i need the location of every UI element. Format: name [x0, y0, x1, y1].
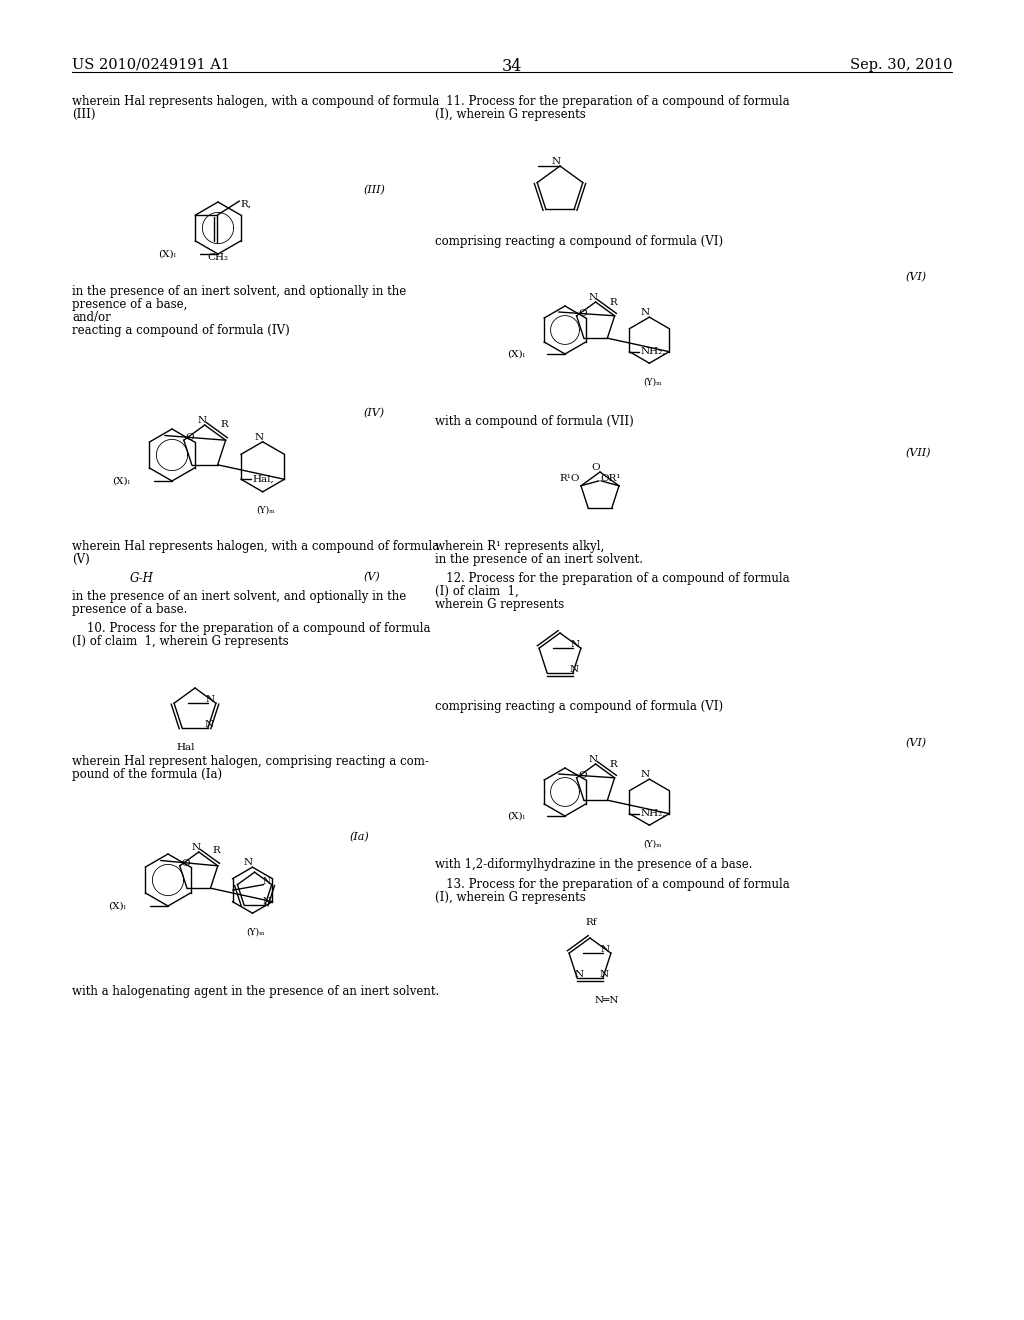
Text: in the presence of an inert solvent, and optionally in the: in the presence of an inert solvent, and… [72, 285, 407, 298]
Text: (Y)ₘ: (Y)ₘ [643, 840, 662, 849]
Text: (VI): (VI) [905, 272, 926, 282]
Text: Sep. 30, 2010: Sep. 30, 2010 [850, 58, 952, 73]
Text: (VI): (VI) [905, 738, 926, 748]
Text: Hal: Hal [176, 743, 195, 752]
Text: (X)ₗ: (X)ₗ [112, 477, 130, 486]
Text: N: N [571, 640, 580, 649]
Text: presence of a base,: presence of a base, [72, 298, 187, 312]
Text: 34: 34 [502, 58, 522, 75]
Text: R: R [213, 846, 220, 855]
Text: R: R [220, 420, 228, 429]
Text: N: N [263, 876, 270, 886]
Text: N: N [206, 696, 215, 704]
Text: N═N: N═N [595, 995, 620, 1005]
Text: N: N [244, 858, 253, 867]
Text: (V): (V) [362, 572, 380, 582]
Text: wherein G represents: wherein G represents [435, 598, 564, 611]
Text: wherein Hal represents halogen, with a compound of formula: wherein Hal represents halogen, with a c… [72, 95, 439, 108]
Text: N: N [641, 308, 650, 317]
Text: (X)ₗ: (X)ₗ [507, 350, 525, 359]
Text: US 2010/0249191 A1: US 2010/0249191 A1 [72, 58, 230, 73]
Text: comprising reacting a compound of formula (VI): comprising reacting a compound of formul… [435, 700, 723, 713]
Text: N: N [198, 416, 206, 425]
Text: O: O [592, 463, 600, 473]
Text: 12. Process for the preparation of a compound of formula: 12. Process for the preparation of a com… [435, 572, 790, 585]
Text: NH₂,: NH₂, [640, 347, 666, 355]
Text: R: R [609, 760, 617, 768]
Text: with 1,2-diformylhydrazine in the presence of a base.: with 1,2-diformylhydrazine in the presen… [435, 858, 753, 871]
Text: R,: R, [241, 201, 252, 209]
Text: pound of the formula (Ia): pound of the formula (Ia) [72, 768, 222, 781]
Text: (IV): (IV) [362, 408, 384, 418]
Text: (V): (V) [72, 553, 90, 566]
Text: (X)ₗ: (X)ₗ [158, 249, 176, 259]
Text: O: O [579, 771, 587, 780]
Text: N: N [570, 665, 579, 673]
Text: presence of a base.: presence of a base. [72, 603, 187, 616]
Text: (Y)ₘ: (Y)ₘ [247, 927, 265, 936]
Text: N: N [205, 719, 214, 729]
Text: Hal,: Hal, [252, 474, 273, 483]
Text: (X)ₗ: (X)ₗ [108, 902, 126, 911]
Text: 11. Process for the preparation of a compound of formula: 11. Process for the preparation of a com… [435, 95, 790, 108]
Text: wherein Hal represents halogen, with a compound of formula: wherein Hal represents halogen, with a c… [72, 540, 439, 553]
Text: N: N [262, 896, 270, 906]
Text: in the presence of an inert solvent.: in the presence of an inert solvent. [435, 553, 643, 566]
Text: R¹O: R¹O [559, 474, 580, 483]
Text: N: N [641, 770, 650, 779]
Text: N: N [601, 945, 610, 954]
Text: 10. Process for the preparation of a compound of formula: 10. Process for the preparation of a com… [72, 622, 430, 635]
Text: (I), wherein G represents: (I), wherein G represents [435, 108, 586, 121]
Text: Rf: Rf [585, 917, 597, 927]
Text: wherein Hal represent halogen, comprising reacting a com-: wherein Hal represent halogen, comprisin… [72, 755, 429, 768]
Text: (I) of claim  1, wherein G represents: (I) of claim 1, wherein G represents [72, 635, 289, 648]
Text: O: O [579, 309, 587, 318]
Text: R: R [609, 298, 617, 306]
Text: N: N [588, 755, 597, 764]
Text: O: O [185, 433, 195, 442]
Text: N: N [588, 293, 597, 302]
Text: (I) of claim  1,: (I) of claim 1, [435, 585, 519, 598]
Text: (III): (III) [72, 108, 95, 121]
Text: (Ia): (Ia) [350, 832, 370, 842]
Text: in the presence of an inert solvent, and optionally in the: in the presence of an inert solvent, and… [72, 590, 407, 603]
Text: (Y)ₘ: (Y)ₘ [643, 378, 662, 387]
Text: CH₂: CH₂ [208, 253, 228, 261]
Text: with a halogenating agent in the presence of an inert solvent.: with a halogenating agent in the presenc… [72, 985, 439, 998]
Text: OR¹: OR¹ [600, 474, 621, 483]
Text: N: N [600, 970, 609, 979]
Text: reacting a compound of formula (IV): reacting a compound of formula (IV) [72, 323, 290, 337]
Text: wherein R¹ represents alkyl,: wherein R¹ represents alkyl, [435, 540, 604, 553]
Text: (III): (III) [362, 185, 385, 195]
Text: 13. Process for the preparation of a compound of formula: 13. Process for the preparation of a com… [435, 878, 790, 891]
Text: (X)ₗ: (X)ₗ [507, 812, 525, 821]
Text: N: N [552, 157, 560, 166]
Text: (VII): (VII) [905, 447, 931, 458]
Text: NH₂,: NH₂, [640, 809, 666, 817]
Text: N: N [254, 433, 263, 442]
Text: O: O [181, 859, 190, 867]
Text: comprising reacting a compound of formula (VI): comprising reacting a compound of formul… [435, 235, 723, 248]
Text: G-H: G-H [130, 572, 154, 585]
Text: (I), wherein G represents: (I), wherein G represents [435, 891, 586, 904]
Text: N: N [191, 843, 201, 851]
Text: and/or: and/or [72, 312, 111, 323]
Text: with a compound of formula (VII): with a compound of formula (VII) [435, 414, 634, 428]
Text: (Y)ₘ: (Y)ₘ [257, 506, 275, 515]
Text: N: N [574, 970, 584, 979]
